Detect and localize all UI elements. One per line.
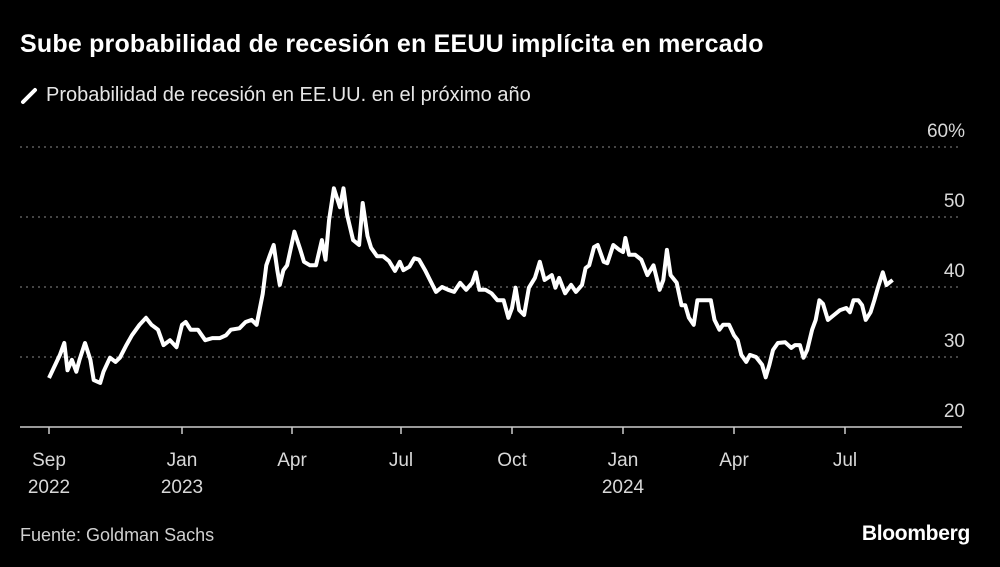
x-tick-label: Jan	[608, 450, 639, 471]
legend-label: Probabilidad de recesión en EE.UU. en el…	[46, 84, 531, 106]
x-tick-label: Jul	[389, 450, 413, 471]
chart-title: Sube probabilidad de recesión en EEUU im…	[20, 30, 764, 58]
y-tick-label: 40	[944, 261, 965, 282]
x-tick-label: Sep	[32, 450, 66, 471]
x-tick-label: Jul	[833, 450, 857, 471]
y-tick-label: 60%	[927, 121, 965, 142]
y-tick-label: 50	[944, 191, 965, 212]
series-points	[48, 188, 893, 383]
x-tick-year: 2023	[161, 477, 203, 498]
x-tick-label: Oct	[497, 450, 527, 471]
x-tick-label: Jan	[167, 450, 198, 471]
x-tick-year: 2022	[28, 477, 70, 498]
source-note: Fuente: Goldman Sachs	[20, 525, 215, 545]
legend: Probabilidad de recesión en EE.UU. en el…	[20, 84, 531, 107]
legend-line-icon	[21, 87, 37, 104]
y-tick-label: 20	[944, 401, 965, 422]
x-tick-year: 2024	[602, 477, 645, 498]
bloomberg-logo: Bloomberg	[861, 522, 970, 545]
y-tick-label: 30	[944, 331, 965, 352]
x-tick-label: Apr	[277, 450, 307, 471]
x-tick-label: Apr	[719, 450, 749, 471]
